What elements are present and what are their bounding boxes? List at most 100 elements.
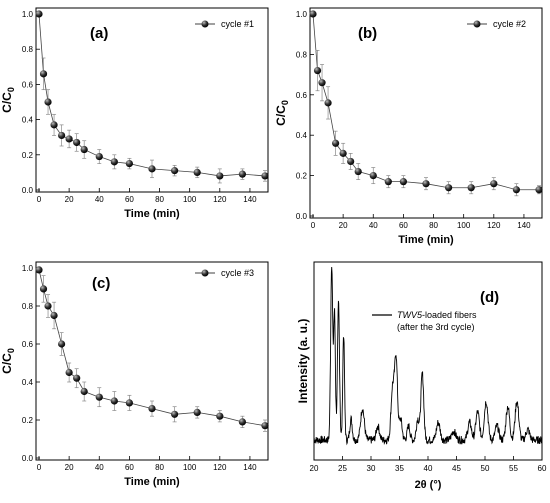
legend-label: cycle #1 [221,19,254,29]
x-tick-label: 80 [155,463,164,472]
data-point [39,285,48,293]
y-tick-label: 0.2 [22,151,34,160]
data-point [238,170,246,178]
y-axis-label-subscript: 0 [6,348,16,353]
x-tick-label: 50 [481,464,490,473]
legend-label: cycle #3 [221,268,254,278]
y-axis-label: C/C0 [0,87,16,113]
x-tick-label: 25 [338,464,347,473]
y-tick-label: 1.0 [22,264,34,273]
panel-label: (d) [480,289,499,306]
data-point [44,98,52,106]
x-tick-label: 40 [424,464,433,473]
y-tick-label: 0.4 [296,131,308,140]
panel-a: 0 20 40 60 80 100 120 140 0.0 0.2 0.4 0.6 0.8 1.0 Time… [0,7,269,220]
y-tick-label: 0.6 [22,80,34,89]
legend-marker [201,269,209,277]
y-tick-label: 0.8 [22,302,34,311]
x-tick-label: 100 [183,463,197,472]
data-point [369,172,377,180]
legend-label: cycle #2 [493,19,526,29]
y-tick-label: 0.2 [22,416,34,425]
data-point [125,399,133,407]
y-tick-label: 0.0 [22,186,34,195]
y-axis-label: Intensity (a. u.) [296,319,310,404]
data-point [535,186,543,194]
y-axis-label-subscript: 0 [280,100,290,105]
x-tick-label: 60 [538,464,547,473]
data-point [171,410,179,418]
y-tick-label: 0.4 [22,378,34,387]
data-point [50,121,58,129]
y-tick-label: 0.0 [22,454,34,463]
data-point [313,66,322,75]
x-tick-label: 120 [213,195,227,204]
x-axis-label: Time (min) [398,234,454,246]
x-tick-label: 140 [243,463,257,472]
x-tick-label: 0 [37,463,42,472]
plot-frame [313,261,543,461]
x-tick-label: 40 [369,221,378,230]
data-point [110,397,118,405]
legend-label: TWV5-loaded fibers [397,310,477,320]
plot-frame [35,7,269,193]
plot-frame [309,7,543,219]
x-tick-label: 20 [339,221,348,230]
data-point [65,368,73,377]
y-tick-label: 1.0 [296,10,308,19]
x-axis-label: 2θ (°) [415,479,442,491]
data-point [50,311,58,320]
y-axis-label-subscript: 0 [6,87,16,92]
y-tick-label: 0.8 [22,45,34,54]
y-axis-label-main: C/C [0,353,14,374]
data-point [148,405,156,413]
data-point [399,178,407,186]
x-tick-label: 60 [125,195,134,204]
panel-c: 0 20 40 60 80 100 120 140 0.0 0.2 0.4 0.6 0.8 1.0 Time… [0,261,269,488]
series-line [312,13,539,191]
data-point [80,145,88,154]
data-point [339,149,347,157]
data-point [261,172,269,180]
data-point [73,374,81,382]
x-tick-label: 100 [457,221,471,230]
x-tick-label: 30 [367,464,376,473]
y-tick-label: 0.0 [296,212,308,221]
data-point [80,387,88,396]
x-tick-label: 0 [311,221,316,230]
panel-b: 0 20 40 60 80 100 120 140 0.0 0.2 0.4 0.6 0.8 1.0 Time… [274,7,543,246]
data-point [216,412,224,420]
data-point [332,139,340,147]
data-point [35,10,43,18]
data-point [216,172,224,180]
legend-label-line2: (after the 3rd cycle) [397,322,475,332]
series-line [38,13,266,177]
plot-frame [35,261,269,461]
x-tick-label: 20 [65,195,74,204]
data-point [125,160,133,168]
y-tick-label: 0.6 [296,91,308,100]
x-tick-label: 140 [517,221,531,230]
data-point [193,168,201,176]
data-point [490,180,498,188]
x-tick-label: 120 [487,221,501,230]
data-point [44,302,52,310]
data-point [354,167,362,176]
data-point [73,138,81,147]
data-point [347,157,355,166]
data-point [39,70,48,78]
data-point [384,178,392,186]
x-tick-label: 40 [95,463,104,472]
y-tick-label: 0.6 [22,340,34,349]
xrd-pattern [313,266,543,446]
x-tick-label: 20 [310,464,319,473]
x-tick-label: 120 [213,463,227,472]
data-point [422,180,430,188]
x-tick-label: 80 [429,221,438,230]
y-tick-label: 0.8 [296,50,308,59]
y-tick-label: 0.2 [296,172,308,181]
panel-label: (a) [90,25,108,42]
data-point [171,167,179,175]
data-point [318,79,326,87]
legend-marker [473,20,481,28]
